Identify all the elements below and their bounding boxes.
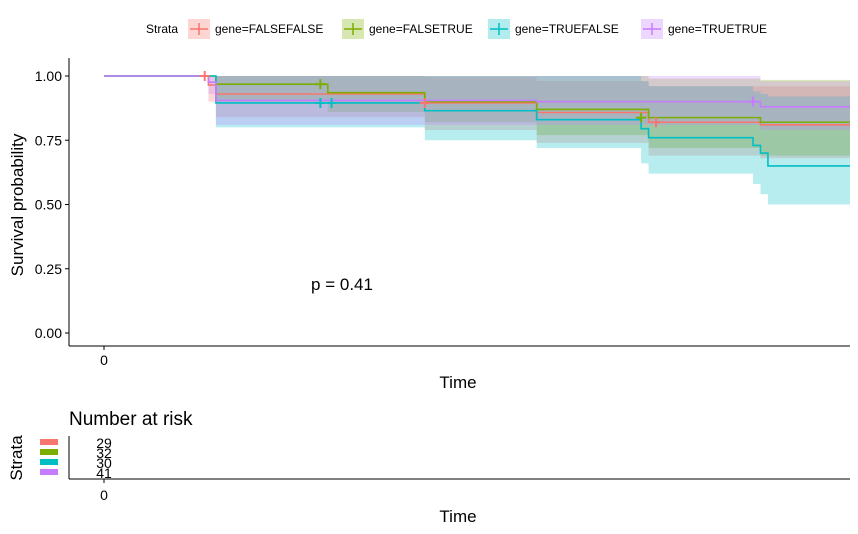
censor-mark	[419, 97, 430, 108]
y-ticks: 0.00 0.25 0.50 0.75 1.00	[35, 68, 69, 341]
risk-row-swatch	[40, 449, 58, 455]
y-tick-label: 0.50	[35, 197, 62, 213]
risk-count: 32	[96, 445, 112, 461]
risk-row: 32	[40, 445, 112, 461]
legend-label: gene=FALSEFALSE	[215, 22, 323, 36]
survival-curve	[104, 75, 850, 126]
risk-row-swatch	[40, 439, 58, 445]
survival-curves	[104, 75, 850, 167]
confidence-band	[104, 76, 850, 205]
y-axis-label: Survival probability	[8, 133, 27, 276]
risk-table-title: Number at risk	[69, 409, 193, 430]
main-plot: 0.00 0.25 0.50 0.75 1.00 0 Survival probabil…	[8, 58, 850, 392]
risk-x-tick-label: 0	[100, 487, 108, 503]
risk-row: 29	[40, 435, 112, 451]
censor-mark	[326, 97, 337, 108]
risk-row: 41	[40, 465, 112, 481]
risk-count: 41	[96, 465, 112, 481]
censor-marks	[199, 71, 759, 128]
risk-count: 29	[96, 435, 112, 451]
confidence-bands	[104, 76, 850, 205]
x-axis-label: Time	[439, 373, 476, 392]
censor-mark	[315, 79, 326, 90]
risk-table-y-label: Strata	[7, 435, 26, 481]
survival-curve	[104, 75, 850, 167]
legend-entry: gene=FALSEFALSE	[188, 19, 323, 39]
legend: Strata gene=FALSEFALSE gene=FALSETRUE gene…	[146, 19, 767, 39]
legend-label: gene=TRUETRUE	[668, 22, 767, 36]
survival-curve	[104, 75, 850, 108]
y-tick-label: 0.00	[35, 325, 62, 341]
risk-row: 30	[40, 455, 112, 471]
p-value-annotation: p = 0.41	[311, 275, 373, 294]
risk-x-axis-label: Time	[439, 507, 476, 526]
x-ticks: 0	[100, 346, 108, 368]
censor-mark	[748, 96, 759, 107]
censor-mark	[315, 97, 326, 108]
risk-row-swatch	[40, 469, 58, 475]
censor-mark	[636, 112, 647, 123]
censor-mark	[199, 71, 210, 81]
legend-label: gene=FALSETRUE	[369, 22, 473, 36]
survival-curve	[104, 75, 850, 124]
censor-mark	[651, 117, 662, 128]
legend-title: Strata	[146, 22, 178, 36]
legend-entry: gene=TRUEFALSE	[488, 19, 619, 39]
y-tick-label: 1.00	[35, 68, 62, 84]
legend-entry: gene=FALSETRUE	[342, 19, 473, 39]
risk-x-ticks: 0	[100, 479, 108, 503]
y-tick-label: 0.25	[35, 261, 62, 277]
legend-label: gene=TRUEFALSE	[515, 22, 619, 36]
confidence-band	[104, 76, 850, 156]
risk-count: 30	[96, 455, 112, 471]
legend-entry: gene=TRUETRUE	[641, 19, 767, 39]
x-tick-label: 0	[100, 352, 108, 368]
risk-row-swatch	[40, 459, 58, 465]
y-tick-label: 0.75	[35, 132, 62, 148]
